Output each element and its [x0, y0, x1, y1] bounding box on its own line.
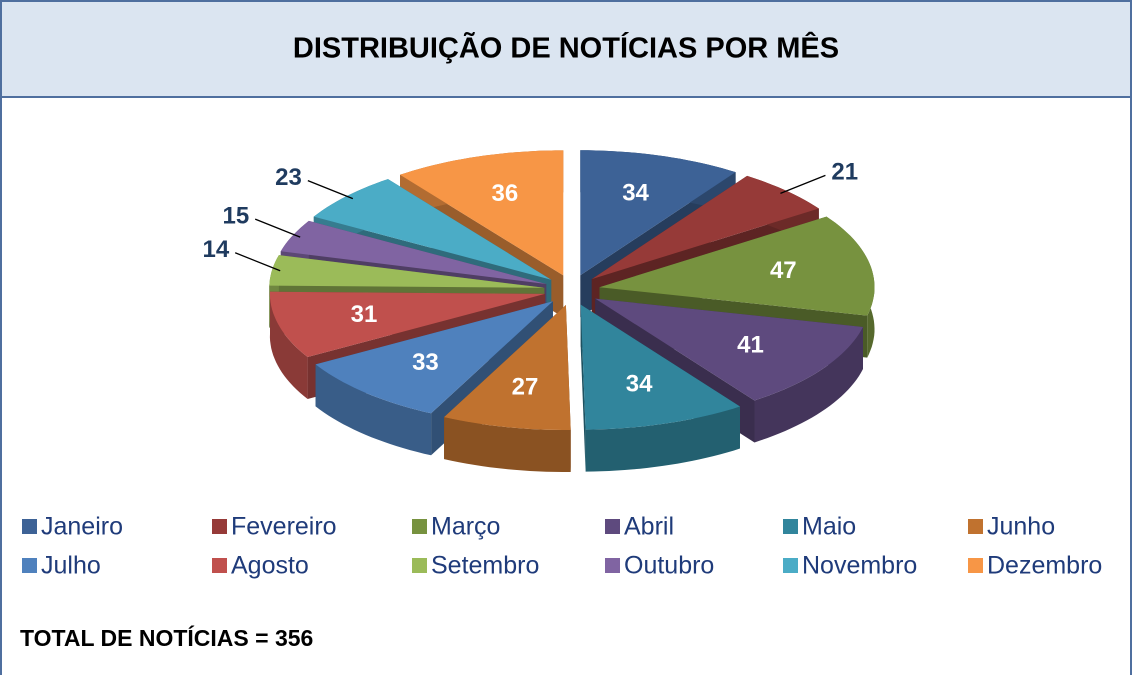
legend-label: Janeiro — [41, 513, 123, 541]
data-label: 15 — [222, 202, 249, 229]
legend-label: Novembro — [802, 552, 917, 580]
legend-swatch — [783, 558, 798, 573]
leader-line — [780, 174, 826, 194]
slice-top — [280, 220, 547, 284]
slice-side — [754, 327, 863, 443]
total-text: TOTAL DE NOTÍCIAS = 356 — [20, 624, 313, 651]
legend-swatch — [968, 558, 983, 573]
legend-label: Outubro — [624, 552, 714, 580]
legend-swatch — [968, 519, 983, 534]
slice-top — [269, 291, 545, 357]
leader-line — [234, 252, 281, 272]
slice-top — [599, 216, 875, 316]
legend-label: Dezembro — [987, 552, 1102, 580]
pie — [269, 150, 875, 472]
legend-swatch — [22, 519, 37, 534]
data-label: 47 — [770, 257, 797, 284]
slice-top — [580, 150, 736, 276]
data-label: 41 — [737, 331, 764, 358]
legend-swatch — [212, 558, 227, 573]
slice-top — [269, 255, 545, 288]
legend-swatch — [212, 519, 227, 534]
header — [0, 0, 1132, 98]
data-label: 36 — [491, 180, 518, 207]
slice-top — [591, 175, 819, 280]
slice-top — [313, 179, 552, 280]
legend-label: Março — [431, 513, 500, 541]
legend-label: Agosto — [231, 552, 309, 580]
legend-label: Fevereiro — [231, 513, 337, 541]
leader-line — [254, 218, 301, 238]
slice-top — [315, 301, 553, 414]
data-label: 27 — [512, 373, 539, 400]
data-label: 14 — [202, 236, 229, 263]
legend-swatch — [22, 558, 37, 573]
data-label: 33 — [412, 349, 439, 376]
data-label: 34 — [626, 371, 653, 398]
slice — [444, 305, 571, 472]
legend-swatch — [412, 558, 427, 573]
data-label: 34 — [622, 179, 649, 206]
legend-swatch — [412, 519, 427, 534]
leader-line — [307, 180, 354, 200]
legend-swatch — [605, 558, 620, 573]
slice-top — [595, 298, 863, 401]
chart-title: DISTRIBUIÇÃO DE NOTÍCIAS POR MÊS — [293, 31, 839, 65]
slice-side — [315, 364, 432, 456]
legend-label: Julho — [41, 552, 101, 580]
slice-side — [269, 291, 308, 399]
legend-swatch — [605, 519, 620, 534]
slice-side — [444, 417, 571, 472]
data-label: 31 — [351, 301, 378, 328]
legend-label: Junho — [987, 513, 1055, 541]
slice-top — [444, 305, 571, 430]
slice-wall — [580, 304, 586, 472]
slice-top — [400, 150, 564, 276]
slice-side — [585, 406, 740, 472]
slice — [580, 304, 740, 472]
slice-top — [580, 304, 740, 430]
legend-swatch — [783, 519, 798, 534]
data-label: 21 — [831, 159, 858, 186]
legend-label: Setembro — [431, 552, 539, 580]
legend-label: Abril — [624, 513, 674, 541]
data-label: 23 — [275, 164, 302, 191]
legend-label: Maio — [802, 513, 856, 541]
